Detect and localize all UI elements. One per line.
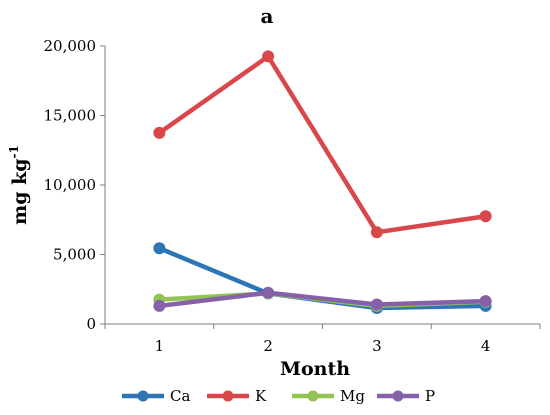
legend-item-ca: Ca <box>122 387 190 405</box>
legend-label: P <box>425 387 435 405</box>
x-tick-label: 1 <box>155 337 165 355</box>
legend-item-mg: Mg <box>292 387 365 405</box>
y-tick-label: 5,000 <box>53 246 96 264</box>
y-axis-title: mg kg-1 <box>7 145 31 225</box>
legend-swatch-marker <box>137 390 149 402</box>
legend-label: K <box>255 387 267 405</box>
y-tick-label: 20,000 <box>44 37 97 55</box>
y-tick-label: 15,000 <box>44 107 97 125</box>
legend: Ca K Mg P <box>122 387 435 405</box>
data-point-k <box>479 210 492 223</box>
legend-label: Ca <box>170 387 190 405</box>
y-axis-title-text: mg kg-1 <box>7 145 31 225</box>
data-point-ca <box>153 242 166 255</box>
y-tick-label: 10,000 <box>44 176 97 194</box>
legend-item-p: P <box>377 387 435 405</box>
axes: 0 5,000 10,000 15,000 20,000 1 2 3 4 <box>44 37 541 355</box>
y-tick-label: 0 <box>86 315 96 333</box>
legend-swatch-marker <box>392 390 404 402</box>
series-line-k <box>158 54 486 235</box>
x-axis-title: Month <box>280 358 350 380</box>
series-line-p <box>159 290 486 309</box>
series-group <box>153 50 492 315</box>
y-axis-title-superscript: -1 <box>7 145 21 158</box>
legend-swatch-marker <box>222 390 234 402</box>
series-p <box>153 286 492 312</box>
legend-item-k: K <box>207 387 267 405</box>
data-point-p <box>153 299 166 312</box>
x-tick-label: 3 <box>372 337 382 355</box>
data-point-k <box>370 226 383 239</box>
data-point-k <box>262 50 275 63</box>
series-k <box>153 50 492 239</box>
y-axis-title-base: mg kg <box>9 158 31 224</box>
x-tick-label: 4 <box>481 337 491 355</box>
data-point-k <box>153 126 166 139</box>
x-tick-label: 2 <box>263 337 273 355</box>
data-point-p <box>262 286 275 299</box>
legend-swatch-marker <box>307 390 319 402</box>
legend-label: Mg <box>340 387 365 405</box>
data-point-p <box>479 295 492 308</box>
chart-title: a <box>261 4 274 28</box>
data-point-p <box>370 298 383 311</box>
